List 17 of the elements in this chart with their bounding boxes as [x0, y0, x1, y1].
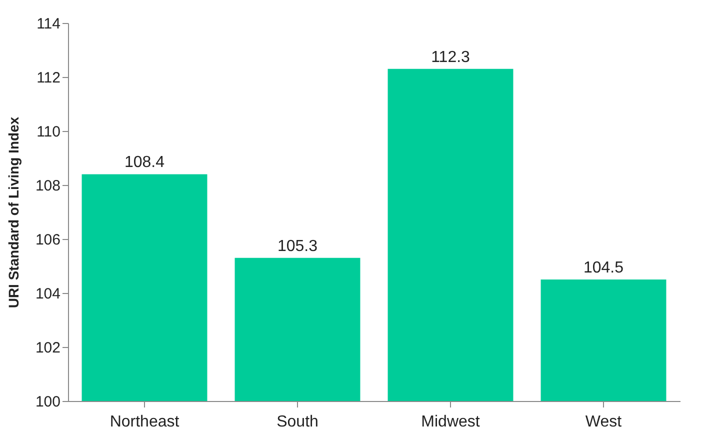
y-tick-label: 112: [36, 70, 60, 86]
data-label: 105.3: [277, 238, 318, 255]
x-tick-label: South: [276, 414, 318, 430]
y-tick-label: 106: [35, 232, 60, 248]
y-tick-label: 104: [35, 286, 60, 302]
y-tick-label: 114: [36, 16, 60, 32]
y-tick-label: 108: [35, 178, 60, 194]
y-tick-label: 100: [35, 394, 60, 410]
y-tick-label: 110: [36, 124, 60, 140]
x-tick-label: Midwest: [421, 414, 480, 430]
data-label: 104.5: [583, 260, 624, 276]
data-label: 112.3: [431, 48, 470, 66]
x-tick-label: Northeast: [110, 414, 180, 430]
y-tick-label: 102: [35, 340, 60, 356]
y-axis-title: URI Standard of Living Index: [5, 116, 22, 308]
x-tick-label: West: [585, 414, 622, 430]
data-label: 108.4: [124, 154, 165, 172]
